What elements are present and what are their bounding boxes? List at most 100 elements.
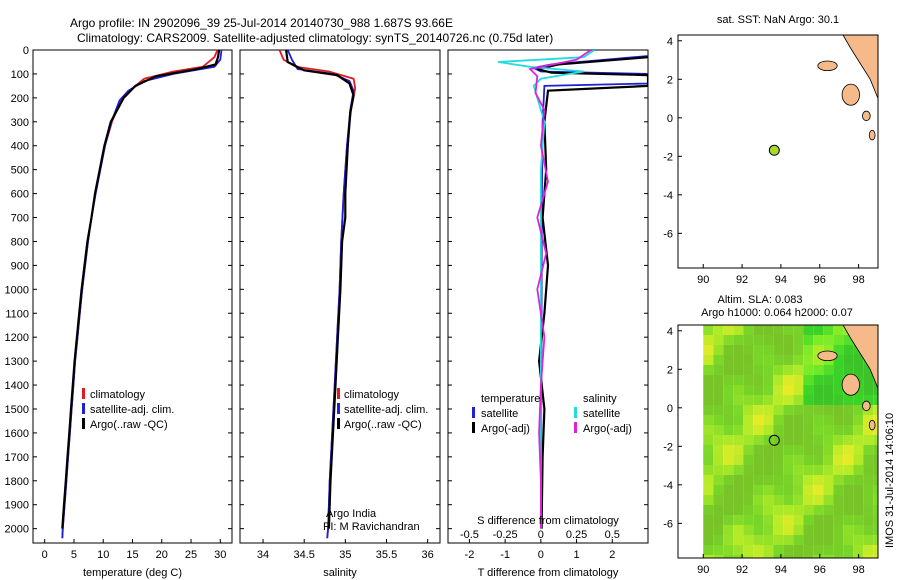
heatmap-cell xyxy=(753,425,764,435)
heatmap-cell xyxy=(733,505,744,515)
heatmap-cell xyxy=(803,365,814,375)
heatmap-cell xyxy=(723,325,734,335)
heatmap-cell xyxy=(803,515,814,525)
heatmap-cell xyxy=(723,375,734,385)
heatmap-cell xyxy=(863,385,874,395)
heatmap-cell xyxy=(713,345,724,355)
heatmap-cell xyxy=(723,355,734,365)
heatmap-cell xyxy=(763,455,774,465)
heatmap-cell xyxy=(723,475,734,485)
y-tick-label: -4 xyxy=(663,480,673,492)
legend-swatch xyxy=(82,403,85,414)
heatmap-cell xyxy=(743,325,754,335)
legend-label: Argo(..raw -QC) xyxy=(90,419,168,431)
heatmap-cell xyxy=(833,465,844,475)
heatmap-cell xyxy=(853,535,864,545)
heatmap-cell xyxy=(813,385,824,395)
heatmap-cell xyxy=(743,515,754,525)
heatmap-cell xyxy=(833,555,844,558)
heatmap-cell xyxy=(713,445,724,455)
heatmap-cell xyxy=(813,355,824,365)
legend-label: Argo(..raw -QC) xyxy=(344,419,422,431)
y-tick-label: 4 xyxy=(667,326,673,338)
salinity-profile-panel: 34 34.5 35 35.5 36 salinity climatology satelli… xyxy=(239,49,441,579)
heatmap-cell xyxy=(773,405,784,415)
heatmap-cell xyxy=(713,325,724,335)
heatmap-cell xyxy=(803,375,814,385)
heatmap-cell xyxy=(703,415,714,425)
heatmap-cell xyxy=(723,435,734,445)
heatmap-cell xyxy=(803,545,814,555)
heatmap-cell xyxy=(753,455,764,465)
heatmap-cell xyxy=(773,455,784,465)
heatmap-cell xyxy=(763,355,774,365)
x-tick-label: 25 xyxy=(185,549,197,561)
heatmap-cell xyxy=(843,465,854,475)
heatmap-cell xyxy=(773,475,784,485)
heatmap-cell xyxy=(803,435,814,445)
heatmap-cell xyxy=(833,495,844,505)
heatmap-cell xyxy=(833,455,844,465)
heatmap-cell xyxy=(703,465,714,475)
series-line-argo-raw-qc- xyxy=(61,50,221,529)
heatmap-cell xyxy=(823,425,834,435)
heatmap-cell xyxy=(753,505,764,515)
heatmap-cell xyxy=(793,395,804,405)
heatmap-cell xyxy=(783,475,794,485)
heatmap-cell xyxy=(733,525,744,535)
heatmap-cell xyxy=(783,345,794,355)
heatmap-cell xyxy=(803,345,814,355)
heatmap-cell xyxy=(753,325,764,335)
heatmap-cell xyxy=(853,465,864,475)
legend-label: climatology xyxy=(90,389,146,401)
island xyxy=(841,83,860,106)
heatmap-cell xyxy=(843,345,854,355)
heatmap-cell xyxy=(853,485,864,495)
heatmap-cell xyxy=(743,345,754,355)
heatmap-cell xyxy=(793,435,804,445)
heatmap-cell xyxy=(733,535,744,545)
heatmap-cell xyxy=(843,475,854,485)
heatmap-cell xyxy=(703,445,714,455)
difference-profile-panel: -2 -1 0 1 2 T difference from climatology S di… xyxy=(447,49,649,579)
heatmap-cell xyxy=(763,365,774,375)
heatmap-cell xyxy=(713,405,724,415)
heatmap-cell xyxy=(723,495,734,505)
heatmap-cell xyxy=(833,325,844,335)
heatmap-cell xyxy=(833,335,844,345)
heatmap-cell xyxy=(863,485,874,495)
heatmap-cell xyxy=(803,485,814,495)
sst-map-panel: 90 92 94 96 98 4 2 0 -2 -4 -6 sat. SST: NaN Argo: 3… xyxy=(663,14,879,286)
heatmap-cell xyxy=(753,545,764,555)
heatmap-cell xyxy=(703,325,714,335)
heatmap-cell xyxy=(773,345,784,355)
heatmap-cell xyxy=(873,515,878,525)
y-tick-label: 900 xyxy=(11,260,29,272)
x-tick-label: 20 xyxy=(156,549,168,561)
sla-map-panel: 90 92 94 96 98 4 2 0 -2 -4 -6 Altim. SLA: 0.083Argo… xyxy=(663,294,896,576)
heatmap-cell xyxy=(723,485,734,495)
heatmap-cell xyxy=(863,435,874,445)
heatmap-cell xyxy=(793,375,804,385)
heatmap-cell xyxy=(713,555,724,558)
heatmap-cell xyxy=(753,435,764,445)
heatmap-cell xyxy=(793,545,804,555)
heatmap-cell xyxy=(703,485,714,495)
heatmap-cell xyxy=(793,365,804,375)
heatmap-cell xyxy=(773,485,784,495)
heatmap-cell xyxy=(873,415,878,425)
series-line-salinity-argo-adj- xyxy=(528,50,592,529)
sla-map-title: Altim. SLA: 0.083 xyxy=(718,294,803,306)
heatmap-cell xyxy=(863,525,874,535)
legend-swatch xyxy=(82,418,85,429)
heatmap-cell xyxy=(823,445,834,455)
heatmap-cell xyxy=(783,515,794,525)
heatmap-cell xyxy=(843,445,854,455)
heatmap-cell xyxy=(793,425,804,435)
heatmap-cell xyxy=(733,475,744,485)
heatmap-cell xyxy=(823,515,834,525)
island xyxy=(817,350,838,362)
heatmap-cell xyxy=(723,525,734,535)
heatmap-cell xyxy=(703,525,714,535)
heatmap-cell xyxy=(773,355,784,365)
